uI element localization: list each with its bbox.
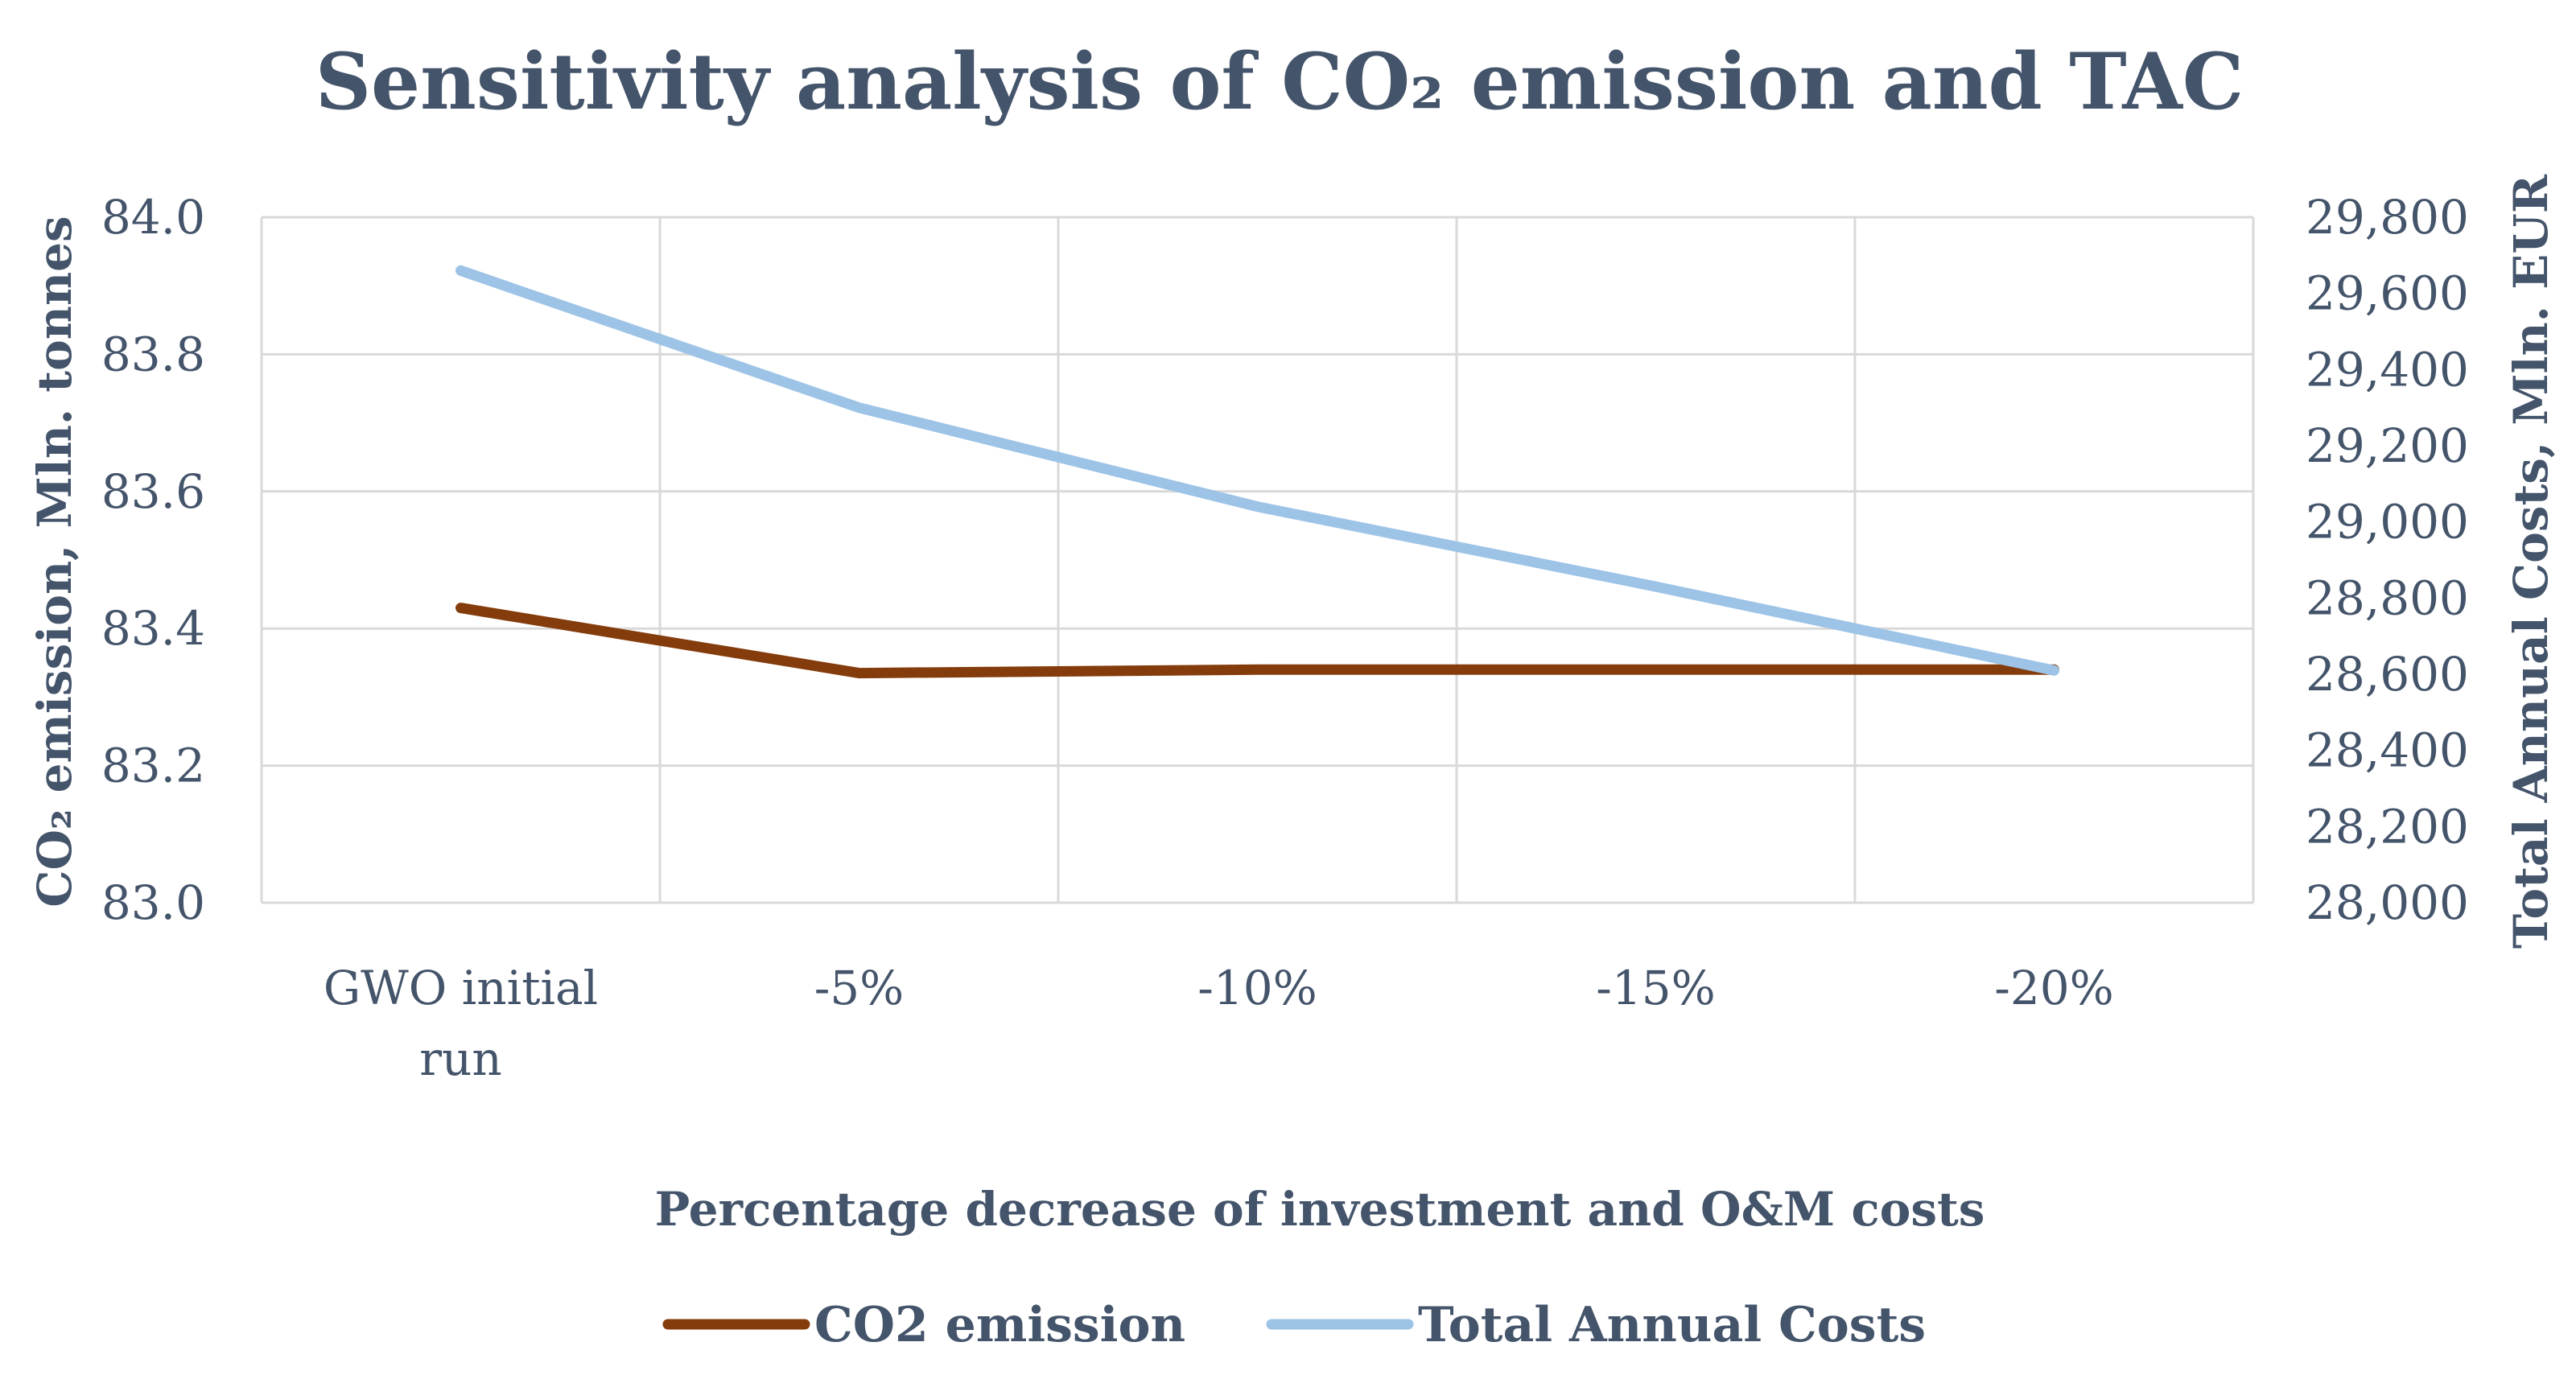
chart-title: Sensitivity analysis of CO₂ emission and…	[315, 36, 2244, 127]
y-right-tick-label: 28,000	[2306, 875, 2469, 930]
legend-label: CO2 emission	[814, 1297, 1185, 1353]
y-left-tick-label: 83.6	[101, 464, 205, 519]
y-right-tick-label: 29,000	[2306, 495, 2469, 550]
x-tick-label: run	[419, 1031, 501, 1086]
y-left-tick-label: 83.0	[101, 875, 205, 930]
x-tick-label: -15%	[1596, 961, 1716, 1015]
x-axis-ticks: GWO initial run -5% -10% -15% -20%	[324, 961, 2114, 1086]
y-right-tick-label: 29,800	[2306, 190, 2469, 245]
y-right-tick-label: 28,800	[2306, 570, 2469, 625]
y-right-tick-label: 28,400	[2306, 723, 2469, 778]
legend: CO2 emission Total Annual Costs	[662, 1297, 1926, 1353]
y-left-tick-label: 84.0	[101, 190, 205, 245]
y-right-tick-label: 28,600	[2306, 647, 2469, 702]
y-right-tick-label: 29,400	[2306, 342, 2469, 397]
y-right-tick-label: 29,200	[2306, 418, 2469, 473]
y-left-tick-label: 83.2	[101, 739, 205, 793]
series	[455, 265, 2059, 679]
x-tick-label: -20%	[1994, 961, 2114, 1015]
x-tick-label: GWO initial	[324, 961, 598, 1015]
y-left-tick-label: 83.4	[101, 601, 205, 656]
series-line-total-annual-costs	[455, 265, 2059, 676]
x-tick-label: -5%	[814, 961, 905, 1015]
x-tick-label: -10%	[1197, 961, 1317, 1015]
y-left-tick-label: 83.8	[101, 327, 205, 381]
x-axis-label: Percentage decrease of investment and O&…	[655, 1182, 1985, 1237]
series-line-co2-emission	[455, 603, 2059, 679]
y-axis-left-label: CO₂ emission, Mln. tonnes	[27, 216, 82, 907]
right-axis-ticks: 28,000 28,200 28,400 28,600 28,800 29,000 29,2…	[2306, 190, 2469, 930]
left-axis-ticks: 83.0 83.2 83.4 83.6 83.8 84.0	[101, 190, 205, 930]
y-axis-right-label: Total Annual Costs, Mln. EUR	[2504, 174, 2558, 949]
legend-label: Total Annual Costs	[1418, 1297, 1926, 1353]
y-right-tick-label: 29,600	[2306, 266, 2469, 321]
y-right-tick-label: 28,200	[2306, 799, 2469, 854]
